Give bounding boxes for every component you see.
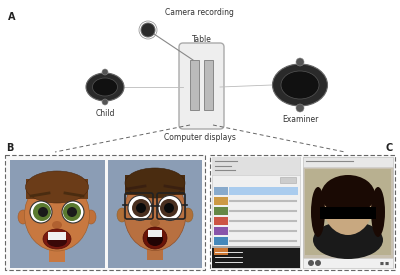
Ellipse shape bbox=[158, 196, 182, 221]
Ellipse shape bbox=[52, 221, 62, 229]
Bar bbox=[108, 160, 202, 268]
Ellipse shape bbox=[323, 175, 373, 235]
Bar bbox=[212, 246, 300, 248]
Text: Child: Child bbox=[95, 109, 115, 118]
Bar bbox=[303, 157, 393, 268]
Circle shape bbox=[296, 104, 304, 112]
Bar bbox=[214, 237, 228, 245]
Ellipse shape bbox=[124, 175, 186, 251]
Bar bbox=[212, 248, 300, 268]
Circle shape bbox=[63, 203, 81, 221]
Text: C: C bbox=[386, 143, 393, 153]
Bar bbox=[26, 179, 88, 199]
Bar bbox=[148, 230, 162, 237]
Circle shape bbox=[132, 199, 150, 217]
Ellipse shape bbox=[92, 78, 118, 96]
Bar bbox=[214, 207, 228, 215]
Ellipse shape bbox=[183, 208, 193, 222]
Bar bbox=[190, 60, 199, 110]
Bar bbox=[303, 157, 393, 167]
Ellipse shape bbox=[272, 64, 328, 106]
Bar bbox=[320, 207, 376, 219]
Bar bbox=[305, 169, 391, 255]
Text: Computer displays: Computer displays bbox=[164, 133, 236, 142]
Circle shape bbox=[33, 203, 51, 221]
Bar bbox=[214, 217, 228, 225]
Ellipse shape bbox=[125, 168, 185, 198]
Circle shape bbox=[102, 69, 108, 75]
Text: Camera recording: Camera recording bbox=[165, 8, 234, 17]
Ellipse shape bbox=[86, 210, 96, 224]
Bar bbox=[320, 233, 376, 248]
Ellipse shape bbox=[143, 227, 167, 249]
FancyBboxPatch shape bbox=[179, 43, 224, 129]
Bar bbox=[214, 227, 228, 235]
Circle shape bbox=[296, 58, 304, 66]
Ellipse shape bbox=[30, 201, 52, 223]
Circle shape bbox=[160, 199, 178, 217]
Ellipse shape bbox=[147, 232, 163, 246]
Bar bbox=[10, 160, 105, 268]
Text: A: A bbox=[8, 12, 16, 22]
Circle shape bbox=[38, 207, 48, 217]
Bar bbox=[204, 60, 213, 110]
Ellipse shape bbox=[150, 219, 160, 227]
Bar bbox=[214, 187, 228, 195]
Bar bbox=[212, 157, 300, 268]
Circle shape bbox=[141, 23, 155, 37]
Bar bbox=[214, 247, 228, 255]
Ellipse shape bbox=[24, 179, 90, 251]
Bar bbox=[214, 197, 228, 205]
Text: ■ ■: ■ ■ bbox=[380, 262, 389, 266]
Circle shape bbox=[315, 260, 321, 266]
Ellipse shape bbox=[313, 221, 383, 259]
Circle shape bbox=[136, 203, 146, 213]
Bar bbox=[125, 175, 185, 195]
FancyBboxPatch shape bbox=[210, 155, 395, 270]
Ellipse shape bbox=[281, 71, 319, 99]
Ellipse shape bbox=[18, 210, 28, 224]
Circle shape bbox=[102, 99, 108, 105]
Bar bbox=[147, 235, 163, 260]
Ellipse shape bbox=[128, 196, 152, 221]
Bar bbox=[49, 237, 65, 262]
Ellipse shape bbox=[47, 235, 67, 247]
FancyBboxPatch shape bbox=[5, 155, 205, 270]
Text: Table: Table bbox=[192, 35, 212, 44]
Text: B: B bbox=[6, 143, 13, 153]
Circle shape bbox=[308, 260, 314, 266]
Bar bbox=[212, 157, 300, 175]
Bar bbox=[229, 187, 298, 195]
Bar bbox=[280, 177, 296, 183]
Bar bbox=[48, 232, 66, 240]
Ellipse shape bbox=[43, 229, 71, 249]
Ellipse shape bbox=[26, 171, 88, 203]
Circle shape bbox=[164, 203, 174, 213]
Bar bbox=[303, 258, 393, 268]
Ellipse shape bbox=[321, 175, 375, 215]
Text: Examiner: Examiner bbox=[282, 115, 318, 124]
Circle shape bbox=[67, 207, 77, 217]
Ellipse shape bbox=[311, 187, 325, 237]
Ellipse shape bbox=[371, 187, 385, 237]
Ellipse shape bbox=[86, 73, 124, 101]
Ellipse shape bbox=[62, 201, 84, 223]
Ellipse shape bbox=[117, 208, 127, 222]
